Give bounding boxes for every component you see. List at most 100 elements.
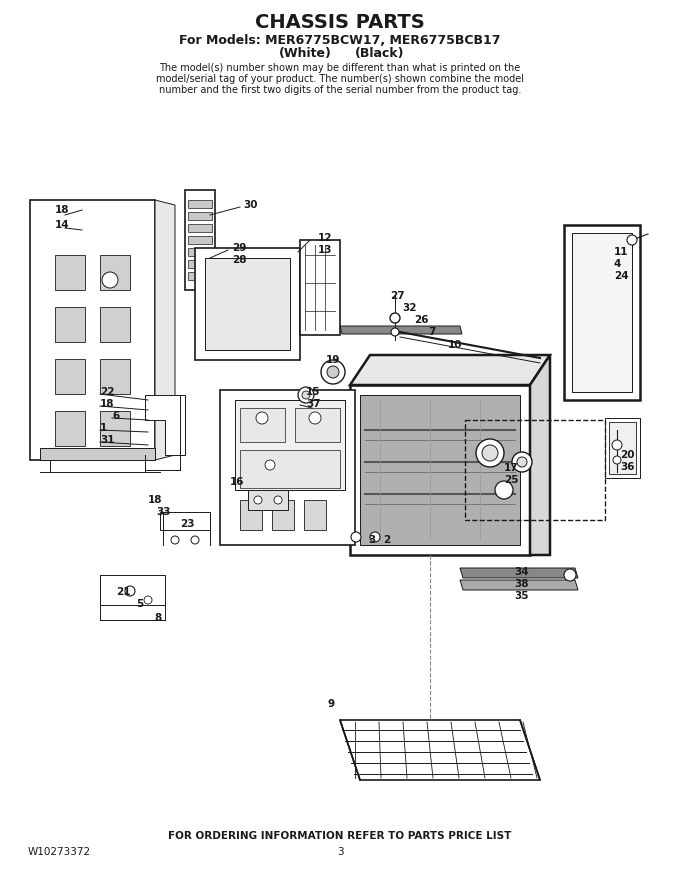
Text: model/serial tag of your product. The number(s) shown combine the model: model/serial tag of your product. The nu…: [156, 74, 524, 84]
Polygon shape: [530, 355, 550, 555]
Text: 22: 22: [100, 387, 114, 397]
Polygon shape: [40, 448, 155, 460]
Text: 2: 2: [383, 535, 390, 545]
Text: 35: 35: [514, 591, 528, 601]
Text: 17: 17: [504, 463, 519, 473]
Text: 32: 32: [402, 303, 416, 313]
Circle shape: [302, 391, 310, 399]
Circle shape: [370, 532, 380, 542]
Text: The model(s) number shown may be different than what is printed on the: The model(s) number shown may be differe…: [159, 63, 521, 73]
Polygon shape: [188, 248, 212, 256]
Text: 27: 27: [390, 291, 405, 301]
Text: W10273372: W10273372: [28, 847, 91, 857]
Polygon shape: [460, 580, 578, 590]
Polygon shape: [188, 224, 212, 232]
Text: 10: 10: [448, 340, 462, 350]
Circle shape: [171, 536, 179, 544]
Circle shape: [321, 360, 345, 384]
Polygon shape: [460, 568, 578, 578]
Text: 18: 18: [148, 495, 163, 505]
Polygon shape: [188, 200, 212, 208]
Text: 15: 15: [306, 387, 320, 397]
Text: (Black): (Black): [355, 48, 405, 61]
Circle shape: [125, 586, 135, 596]
Text: 13: 13: [318, 245, 333, 255]
Polygon shape: [240, 450, 340, 488]
Polygon shape: [185, 190, 215, 290]
Polygon shape: [55, 255, 85, 290]
Circle shape: [191, 536, 199, 544]
Text: number and the first two digits of the serial number from the product tag.: number and the first two digits of the s…: [159, 85, 521, 95]
Polygon shape: [360, 395, 520, 545]
Circle shape: [495, 481, 513, 499]
Polygon shape: [55, 359, 85, 394]
Polygon shape: [100, 411, 130, 446]
Text: 14: 14: [55, 220, 69, 230]
Polygon shape: [300, 240, 340, 335]
Text: FOR ORDERING INFORMATION REFER TO PARTS PRICE LIST: FOR ORDERING INFORMATION REFER TO PARTS …: [169, 831, 511, 841]
Text: (White): (White): [279, 48, 331, 61]
Circle shape: [512, 452, 532, 472]
Polygon shape: [188, 260, 212, 268]
Polygon shape: [609, 422, 636, 474]
Text: 6: 6: [112, 411, 119, 421]
Polygon shape: [100, 255, 130, 290]
Polygon shape: [304, 500, 326, 530]
Circle shape: [390, 313, 400, 323]
Text: 31: 31: [100, 435, 114, 445]
Polygon shape: [564, 225, 640, 400]
Polygon shape: [272, 500, 294, 530]
Text: 11: 11: [614, 247, 628, 257]
Polygon shape: [205, 258, 290, 350]
Text: 26: 26: [414, 315, 428, 325]
Polygon shape: [155, 200, 175, 460]
Text: 30: 30: [243, 200, 258, 210]
Text: 36: 36: [620, 462, 634, 472]
Polygon shape: [100, 307, 130, 342]
Polygon shape: [160, 512, 210, 530]
Polygon shape: [248, 490, 288, 510]
Polygon shape: [605, 418, 640, 478]
Text: 38: 38: [514, 579, 528, 589]
Circle shape: [309, 412, 321, 424]
Text: 20: 20: [620, 450, 634, 460]
Polygon shape: [235, 400, 345, 490]
Text: For Models: MER6775BCW17, MER6775BCB17: For Models: MER6775BCW17, MER6775BCB17: [180, 33, 500, 47]
Polygon shape: [100, 359, 130, 394]
Polygon shape: [240, 500, 262, 530]
Polygon shape: [100, 575, 165, 605]
Text: 3: 3: [337, 847, 343, 857]
Text: 37: 37: [306, 399, 321, 409]
Polygon shape: [145, 395, 185, 455]
Text: 1: 1: [100, 423, 107, 433]
Polygon shape: [572, 233, 632, 392]
Polygon shape: [188, 212, 212, 220]
Polygon shape: [340, 720, 540, 780]
Circle shape: [391, 328, 399, 336]
Text: 29: 29: [232, 243, 246, 253]
Bar: [465, 420, 605, 520]
Polygon shape: [220, 390, 355, 545]
Text: 18: 18: [100, 399, 114, 409]
Text: 25: 25: [504, 475, 518, 485]
Text: 16: 16: [230, 477, 245, 487]
Text: 34: 34: [514, 567, 528, 577]
Circle shape: [612, 440, 622, 450]
Text: CHASSIS PARTS: CHASSIS PARTS: [255, 12, 425, 32]
Polygon shape: [350, 355, 550, 385]
Text: 5: 5: [136, 599, 143, 609]
Text: 12: 12: [318, 233, 333, 243]
Circle shape: [351, 532, 361, 542]
Text: 8: 8: [154, 613, 161, 623]
Circle shape: [144, 596, 152, 604]
Circle shape: [254, 496, 262, 504]
Text: 28: 28: [232, 255, 246, 265]
Circle shape: [613, 456, 621, 464]
Polygon shape: [195, 248, 300, 360]
Text: 33: 33: [156, 507, 171, 517]
Polygon shape: [55, 307, 85, 342]
Text: 7: 7: [428, 327, 435, 337]
Circle shape: [482, 445, 498, 461]
Circle shape: [265, 460, 275, 470]
Text: 21: 21: [116, 587, 131, 597]
